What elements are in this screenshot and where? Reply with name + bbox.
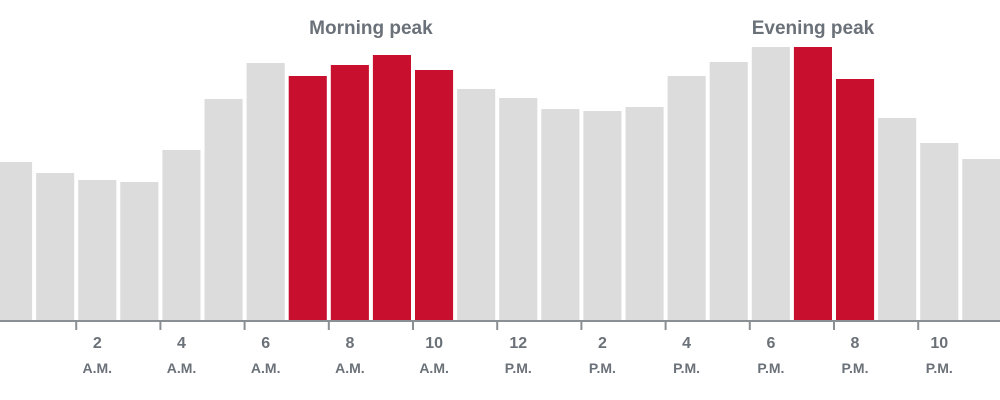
x-tick-label-hour: 6 xyxy=(261,335,270,352)
bar-11 xyxy=(457,89,496,320)
bar-7 xyxy=(288,76,327,320)
bar-10 xyxy=(415,70,454,320)
bar-4 xyxy=(162,150,201,320)
x-tick-label-hour: 2 xyxy=(598,335,607,352)
x-tick-label-hour: 8 xyxy=(345,335,354,352)
bar-16 xyxy=(667,76,706,320)
bar-14 xyxy=(583,111,622,320)
bar-18 xyxy=(751,47,790,320)
bars-group xyxy=(0,47,1000,320)
x-tick-label-period: A.M. xyxy=(167,360,197,376)
bar-22 xyxy=(920,143,959,320)
x-tick-label-period: P.M. xyxy=(757,360,784,376)
bar-23 xyxy=(962,159,1000,320)
x-tick-label-hour: 4 xyxy=(682,335,691,352)
bar-12 xyxy=(499,98,538,320)
bar-6 xyxy=(246,63,285,320)
x-tick-label-period: P.M. xyxy=(589,360,616,376)
x-tick-label-period: P.M. xyxy=(842,360,869,376)
bar-9 xyxy=(372,55,411,320)
bar-2 xyxy=(78,180,117,320)
bar-17 xyxy=(709,62,748,320)
annotation-1: Evening peak xyxy=(752,18,875,39)
x-tick-label-period: A.M. xyxy=(251,360,281,376)
x-tick-label-hour: 8 xyxy=(851,335,860,352)
x-tick-label-period: A.M. xyxy=(335,360,365,376)
x-axis-ticks: 2 A.M. 4 A.M. 6 A.M. 8 A.M. 10 A.M. 12 P.M. 2 P.M. 4 P.… xyxy=(75,321,953,376)
x-tick-label-hour: 12 xyxy=(509,335,527,352)
x-tick-label-hour: 2 xyxy=(93,335,102,352)
bar-1 xyxy=(36,173,75,320)
bar-21 xyxy=(878,118,917,320)
x-tick-label-period: P.M. xyxy=(926,360,953,376)
x-tick-label-hour: 6 xyxy=(766,335,775,352)
bar-19 xyxy=(793,47,832,320)
x-tick-label-period: A.M. xyxy=(419,360,449,376)
bar-5 xyxy=(204,99,243,320)
x-tick-label-period: A.M. xyxy=(83,360,113,376)
peak-annotations: Morning peak Evening peak xyxy=(309,18,875,39)
bar-0 xyxy=(0,162,33,320)
bar-13 xyxy=(541,109,580,320)
x-tick-label-hour: 4 xyxy=(177,335,186,352)
bar-8 xyxy=(330,65,369,320)
x-tick-label-hour: 10 xyxy=(425,335,443,352)
bar-3 xyxy=(120,182,159,320)
bar-15 xyxy=(625,107,664,320)
bar-20 xyxy=(836,79,875,320)
annotation-0: Morning peak xyxy=(309,18,433,39)
x-tick-label-period: P.M. xyxy=(673,360,700,376)
x-tick-label-hour: 10 xyxy=(930,335,948,352)
x-tick-label-period: P.M. xyxy=(505,360,532,376)
